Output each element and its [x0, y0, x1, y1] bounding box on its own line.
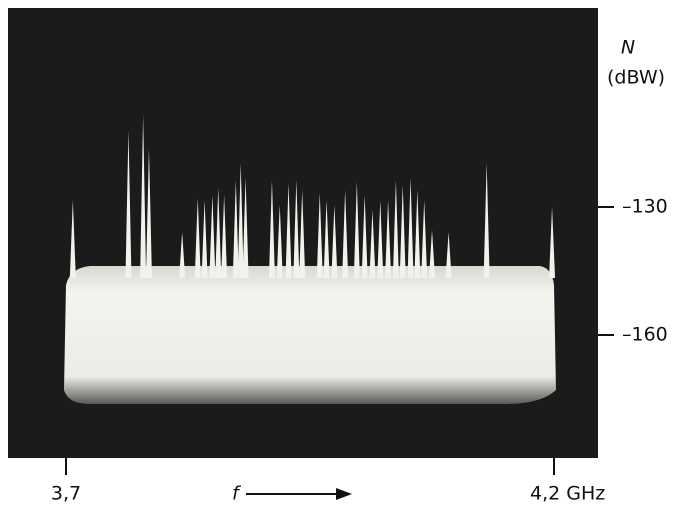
y-axis-unit: (dBW) [607, 67, 665, 89]
carrier-peak [399, 184, 406, 278]
x-arrow [246, 488, 352, 500]
carrier-peak [285, 183, 292, 278]
carrier-peak [421, 200, 428, 278]
carrier-peak [483, 163, 490, 278]
carrier-peak [140, 114, 147, 278]
carrier-peak [369, 209, 376, 278]
carrier-peak [276, 204, 283, 278]
carrier-peak [209, 195, 216, 278]
noise-floor [64, 266, 556, 405]
carrier-peak [549, 207, 556, 278]
carrier-peak [385, 200, 392, 278]
carrier-peak [361, 195, 368, 278]
x-tick-label: 3,7 [51, 483, 81, 505]
carrier-peak [194, 198, 201, 278]
x-tick-label: 4,2 GHz [530, 483, 605, 505]
carrier-peak [69, 200, 76, 278]
carrier-peak [429, 230, 435, 278]
carrier-peak [392, 180, 399, 278]
carrier-peak [407, 177, 414, 278]
carrier-peak [201, 200, 208, 278]
carrier-peak [179, 232, 186, 278]
carrier-peak [237, 163, 244, 278]
carrier-peak [323, 200, 330, 278]
carrier-peak [414, 189, 421, 278]
carrier-peak [268, 180, 275, 278]
carrier-peak [232, 180, 239, 278]
carrier-peak [331, 204, 338, 278]
y-axis-symbol: N [621, 37, 635, 59]
carrier-peak [353, 181, 360, 278]
carrier-peak [445, 232, 452, 278]
carrier-peak [316, 192, 323, 278]
carrier-peak [125, 130, 132, 278]
carrier-peak [242, 177, 249, 278]
carrier-peak [377, 200, 384, 278]
x-axis-label: f [232, 483, 242, 505]
carrier-peak [293, 180, 300, 278]
carrier-peak [145, 148, 152, 278]
carrier-peak [221, 195, 228, 278]
carrier-peak [342, 189, 349, 278]
carrier-peak [299, 189, 306, 278]
carrier-peak [215, 187, 222, 278]
y-tick-label: –160 [622, 324, 668, 346]
y-tick-label: –130 [622, 196, 668, 218]
